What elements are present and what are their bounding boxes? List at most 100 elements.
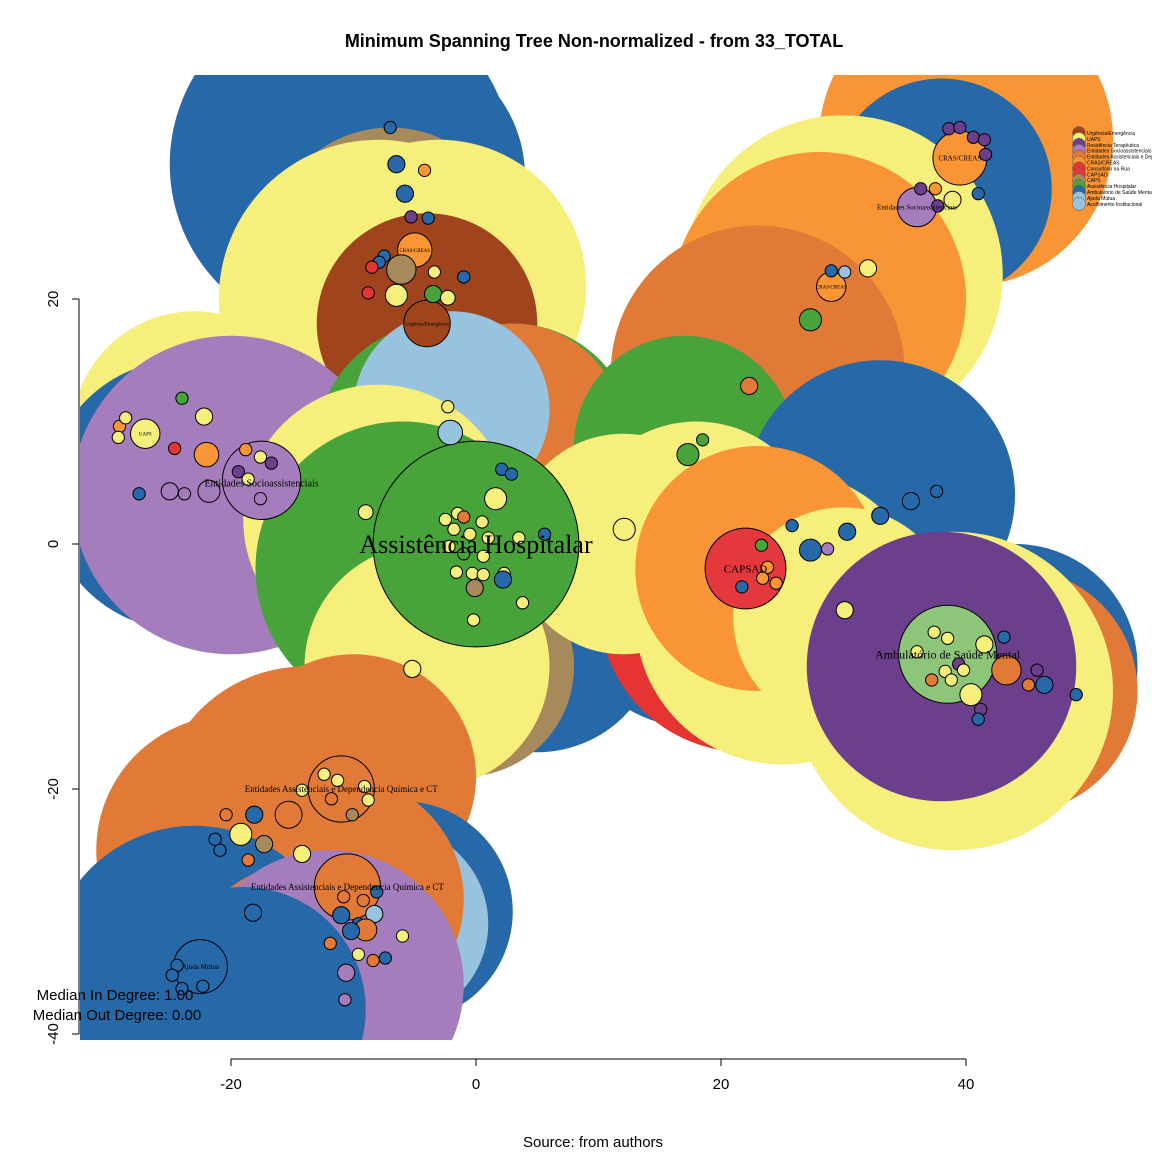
leaf-node-47 <box>253 492 268 506</box>
leaf-node-106 <box>1069 688 1083 702</box>
hub-label-3: Entidades Socioassistenciais <box>205 478 319 489</box>
leaf-node-64 <box>457 547 471 561</box>
leaf-node-46 <box>197 479 221 503</box>
leaf-node-1 <box>387 155 406 174</box>
legend-label-7: CAPSAD <box>1087 172 1108 178</box>
legend-label-4: Entidades Assistenciais e Dep <box>1087 155 1152 161</box>
leaf-node-10 <box>427 265 441 279</box>
legend-label-11: Ajuda Mútua <box>1087 196 1115 202</box>
leaf-node-34 <box>194 407 214 426</box>
leaf-node-103 <box>1021 678 1036 692</box>
leaf-nodes <box>111 120 1083 1007</box>
leaf-node-123 <box>292 844 312 863</box>
leaf-node-109 <box>317 767 331 781</box>
leaf-node-33 <box>119 411 133 425</box>
leaf-node-71 <box>465 579 484 598</box>
hub-label-10: Urgência/Emergência <box>405 322 449 327</box>
leaf-node-17 <box>953 120 967 135</box>
leaf-node-136 <box>351 947 366 961</box>
leaf-node-70 <box>493 570 513 589</box>
y-tick-label-1: 0 <box>45 540 62 548</box>
leaf-node-66 <box>449 565 464 579</box>
leaf-node-62 <box>481 531 495 545</box>
leaf-node-139 <box>337 963 356 982</box>
leaf-node-76 <box>676 443 700 467</box>
leaf-node-72 <box>515 596 530 610</box>
leaf-node-74 <box>403 659 422 679</box>
leaf-node-55 <box>512 531 526 545</box>
leaf-node-49 <box>437 419 464 446</box>
leaf-node-115 <box>345 808 359 822</box>
leaf-node-59 <box>475 515 489 529</box>
legend-label-0: Urgência/Emergência <box>1087 131 1135 137</box>
hub-node-0 <box>372 440 580 648</box>
hub-label-11: UAPS <box>139 433 152 438</box>
leaf-node-5 <box>421 211 435 225</box>
hub-label-8: CRAS/CREAS <box>816 286 847 291</box>
leaf-node-143 <box>196 979 210 993</box>
leaf-node-110 <box>330 773 345 788</box>
leaf-node-53 <box>357 504 374 521</box>
leaf-node-92 <box>927 625 941 639</box>
leaf-node-68 <box>476 568 490 582</box>
leaf-node-114 <box>324 792 339 806</box>
leaf-node-28 <box>858 259 878 278</box>
y-tick-label-3: -40 <box>45 1023 62 1045</box>
leaf-node-40 <box>264 456 279 470</box>
leaf-node-43 <box>132 487 146 501</box>
leaf-node-133 <box>341 922 361 941</box>
leaf-node-144 <box>338 993 352 1007</box>
leaf-node-101 <box>944 673 958 687</box>
leaf-node-85 <box>754 538 769 552</box>
leaf-node-58 <box>457 510 471 524</box>
hub-node-3 <box>221 440 302 520</box>
leaf-node-95 <box>910 645 924 659</box>
leaf-node-25 <box>931 199 945 213</box>
leaf-node-12 <box>384 283 408 307</box>
x-tick-label-2: 20 <box>713 1076 730 1093</box>
leaf-node-27 <box>838 265 852 279</box>
leaf-node-42 <box>241 472 255 486</box>
leaf-node-57 <box>438 512 452 527</box>
leaf-node-78 <box>929 484 944 498</box>
legend-label-1: UAPS <box>1087 137 1101 143</box>
leaf-node-77 <box>696 433 710 447</box>
legend-label-3: Entidades Socioassistenciais <box>1087 149 1152 155</box>
leaf-node-117 <box>245 805 264 824</box>
hub-label-7: CRAS/CREAS <box>938 155 981 163</box>
legend-label-5: CRAS/CREAS <box>1087 161 1120 167</box>
leaf-node-61 <box>463 527 477 541</box>
source-caption: Source: from authors <box>523 1134 663 1151</box>
leaf-node-4 <box>404 210 418 224</box>
hub-label-9: CRAS/CREAS <box>399 249 430 254</box>
leaf-node-14 <box>424 285 443 304</box>
leaf-node-36 <box>168 441 182 456</box>
leaf-node-39 <box>253 450 268 464</box>
leaf-node-89 <box>735 580 749 594</box>
leaf-node-138 <box>378 951 392 965</box>
hub-nodes <box>130 130 998 995</box>
leaf-node-112 <box>295 783 309 797</box>
leaf-node-26 <box>824 264 838 278</box>
leaf-node-124 <box>241 853 255 867</box>
leaf-node-93 <box>941 631 955 645</box>
leaf-node-16 <box>942 122 956 136</box>
legend-label-10: Ambulatório de Saúde Mental <box>1087 190 1152 196</box>
leaf-node-105 <box>959 683 983 707</box>
hub-labels: Assistência Hospitalar Ambulatório de Saú… <box>139 155 1021 972</box>
leaf-node-120 <box>208 832 222 846</box>
hub-label-0: Assistência Hospitalar <box>359 530 593 559</box>
leaf-node-18 <box>966 130 980 144</box>
leaf-node-141 <box>165 968 179 982</box>
legend-label-6: Consultório na Rua <box>1087 166 1130 172</box>
leaf-node-81 <box>785 519 799 533</box>
hub-label-2: CAPSAD <box>724 563 767 575</box>
legend-label-8: CAPS <box>1087 178 1101 184</box>
chart-title: Minimum Spanning Tree Non-normalized - f… <box>345 31 843 51</box>
hub-node-11 <box>130 418 161 449</box>
leaf-node-20 <box>978 147 993 162</box>
leaf-node-45 <box>177 487 192 501</box>
leaf-node-80 <box>871 506 890 525</box>
